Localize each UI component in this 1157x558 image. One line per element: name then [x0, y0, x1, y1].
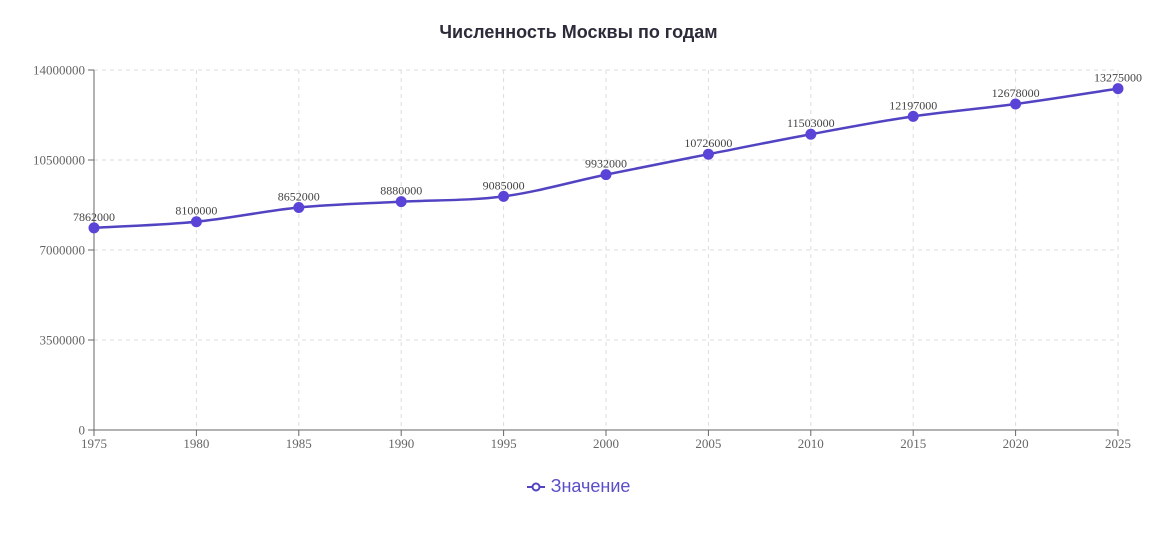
- grid-lines: [94, 69, 1119, 430]
- data-label: 12678000: [992, 86, 1040, 100]
- y-tick-label: 0: [79, 423, 86, 438]
- data-label: 9085000: [483, 178, 525, 192]
- data-point: [190, 216, 202, 228]
- data-label: 12197000: [889, 98, 937, 112]
- data-point: [293, 202, 305, 214]
- y-tick-label: 3500000: [40, 333, 86, 348]
- legend-label: Значение: [550, 476, 631, 496]
- data-label: 11503000: [787, 116, 835, 130]
- x-tick-label: 2025: [1105, 436, 1131, 451]
- x-tick-label: 1995: [491, 436, 517, 451]
- x-tick-label: 1985: [286, 436, 312, 451]
- axes: 0 3500000 7000000 10500000 14000000 1975 1980 1…: [33, 63, 1131, 452]
- x-tick-label: 2020: [1003, 436, 1029, 451]
- y-tick-label: 10500000: [33, 153, 85, 168]
- legend[interactable]: Значение: [0, 476, 1157, 497]
- data-label: 8880000: [380, 184, 422, 198]
- y-tick-label: 7000000: [40, 243, 86, 258]
- data-labels: 7862000 8100000 8652000 8880000 9085000 99320…: [73, 71, 1142, 224]
- x-tick-label: 1975: [81, 436, 107, 451]
- data-label: 13275000: [1094, 71, 1142, 85]
- x-tick-label: 2005: [695, 436, 721, 451]
- data-point: [395, 196, 407, 208]
- data-label: 8100000: [175, 204, 217, 218]
- data-point: [88, 222, 100, 234]
- data-point: [907, 110, 919, 122]
- data-point: [1112, 83, 1124, 95]
- data-point: [702, 148, 714, 160]
- data-label: 10726000: [684, 136, 732, 150]
- x-tick-label: 2015: [900, 436, 926, 451]
- chart-title: Численность Москвы по годам: [439, 22, 718, 42]
- y-tick-label: 14000000: [33, 63, 85, 78]
- legend-line-marker-icon: [526, 482, 545, 491]
- data-label: 9932000: [585, 157, 627, 171]
- x-tick-label: 1990: [388, 436, 414, 451]
- x-tick-label: 1980: [183, 436, 209, 451]
- data-point: [805, 128, 817, 140]
- data-point: [498, 190, 510, 202]
- data-point: [600, 169, 612, 181]
- data-label: 7862000: [73, 210, 115, 224]
- x-tick-label: 2010: [798, 436, 824, 451]
- data-label: 8652000: [278, 190, 320, 204]
- data-point: [1010, 98, 1022, 110]
- series-line: [88, 83, 1124, 234]
- x-tick-label: 2000: [593, 436, 619, 451]
